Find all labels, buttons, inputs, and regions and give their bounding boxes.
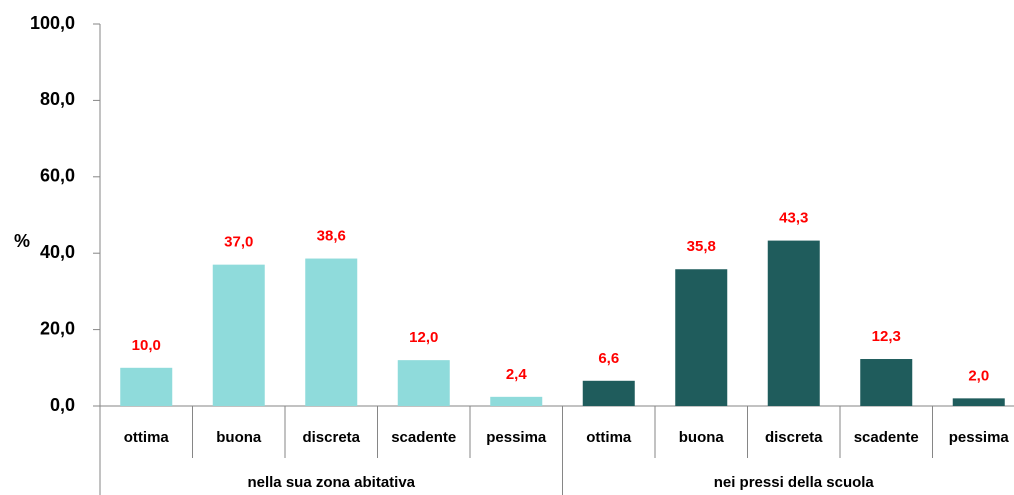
y-tick-label: 40,0 (40, 242, 75, 262)
x-tick-label: ottima (124, 429, 170, 446)
group-label: nei pressi della scuola (714, 474, 875, 491)
x-tick-label: scadente (391, 429, 456, 446)
value-label: 35,8 (687, 238, 716, 255)
y-axis-label: % (14, 231, 30, 251)
x-tick-label: scadente (854, 429, 919, 446)
value-label: 38,6 (317, 228, 346, 245)
bar (952, 398, 1005, 406)
x-tick-label: pessima (949, 429, 1010, 446)
bar (860, 359, 913, 406)
x-tick-label: discreta (765, 429, 823, 446)
y-tick-label: 80,0 (40, 89, 75, 109)
bar (397, 360, 450, 406)
bar (212, 264, 265, 406)
bar (305, 258, 358, 406)
y-tick-label: 20,0 (40, 318, 75, 338)
x-tick-label: ottima (586, 429, 632, 446)
y-tick-label: 100,0 (30, 13, 75, 33)
x-tick-label: pessima (486, 429, 547, 446)
value-label: 37,0 (224, 234, 253, 251)
value-label: 43,3 (779, 210, 808, 227)
y-tick-label: 60,0 (40, 166, 75, 186)
group-label: nella sua zona abitativa (247, 474, 415, 491)
x-tick-label: buona (679, 429, 725, 446)
value-label: 12,0 (409, 329, 438, 346)
bar (120, 367, 173, 406)
value-label: 12,3 (872, 328, 901, 345)
y-tick-label: 0,0 (50, 395, 75, 415)
x-tick-label: discreta (302, 429, 360, 446)
bar (675, 269, 728, 406)
bar (490, 396, 543, 406)
bar (767, 240, 820, 406)
x-tick-label: buona (216, 429, 262, 446)
value-label: 6,6 (598, 350, 619, 367)
value-label: 2,0 (968, 367, 989, 384)
bar (582, 380, 635, 406)
value-label: 10,0 (132, 337, 161, 354)
value-label: 2,4 (506, 366, 528, 383)
